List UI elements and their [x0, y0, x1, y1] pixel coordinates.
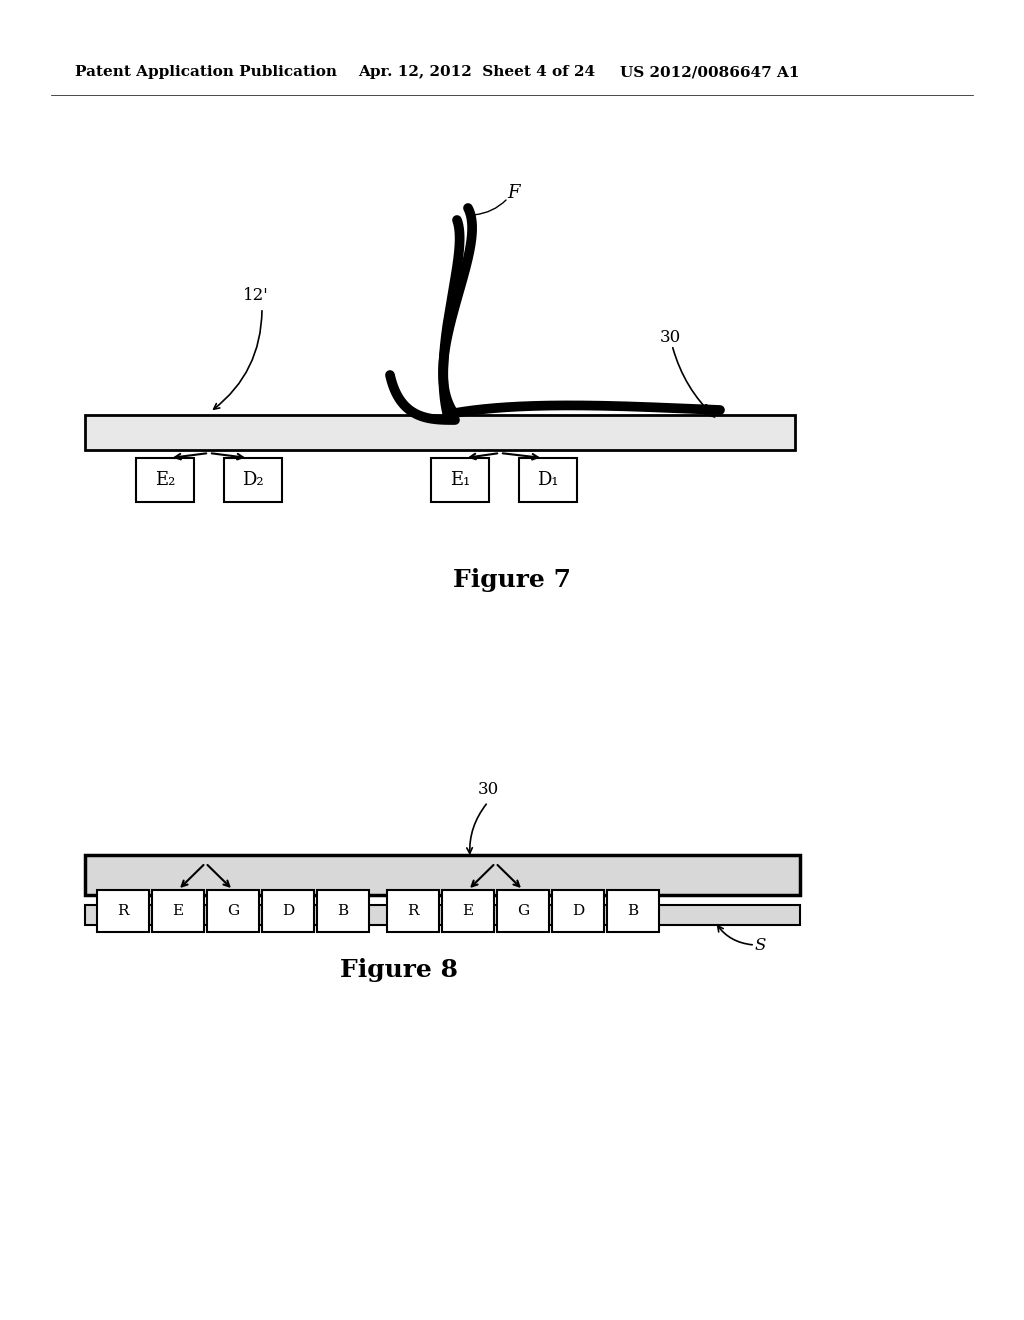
- Text: Figure 8: Figure 8: [340, 958, 458, 982]
- Text: R: R: [408, 904, 419, 917]
- Bar: [207, 890, 259, 932]
- Text: R: R: [118, 904, 129, 917]
- Text: D: D: [571, 904, 584, 917]
- Text: D₁: D₁: [538, 471, 559, 488]
- Bar: [497, 890, 549, 932]
- Bar: [152, 890, 204, 932]
- Text: D₂: D₂: [243, 471, 264, 488]
- Bar: [387, 890, 439, 932]
- Text: D: D: [282, 904, 294, 917]
- Text: 12': 12': [243, 286, 268, 304]
- Bar: [262, 890, 314, 932]
- Text: G: G: [517, 904, 529, 917]
- Text: E: E: [172, 904, 183, 917]
- Text: B: B: [338, 904, 348, 917]
- Text: E: E: [463, 904, 473, 917]
- Bar: [519, 458, 577, 502]
- Bar: [85, 906, 800, 925]
- Bar: [97, 890, 150, 932]
- Bar: [317, 890, 369, 932]
- Text: B: B: [628, 904, 639, 917]
- Bar: [552, 890, 604, 932]
- Bar: [442, 890, 494, 932]
- Text: 30: 30: [478, 781, 500, 799]
- Text: Figure 7: Figure 7: [453, 568, 571, 591]
- Text: E₁: E₁: [450, 471, 470, 488]
- Text: S: S: [755, 936, 766, 953]
- Text: 30: 30: [660, 329, 681, 346]
- Bar: [607, 890, 659, 932]
- Bar: [224, 458, 282, 502]
- Text: Apr. 12, 2012  Sheet 4 of 24: Apr. 12, 2012 Sheet 4 of 24: [358, 65, 595, 79]
- Bar: [85, 855, 800, 895]
- Text: G: G: [227, 904, 240, 917]
- Text: US 2012/0086647 A1: US 2012/0086647 A1: [620, 65, 800, 79]
- Bar: [431, 458, 489, 502]
- Text: Patent Application Publication: Patent Application Publication: [75, 65, 337, 79]
- Bar: [85, 414, 795, 450]
- Bar: [136, 458, 194, 502]
- Text: E₂: E₂: [155, 471, 175, 488]
- Text: F: F: [507, 183, 519, 202]
